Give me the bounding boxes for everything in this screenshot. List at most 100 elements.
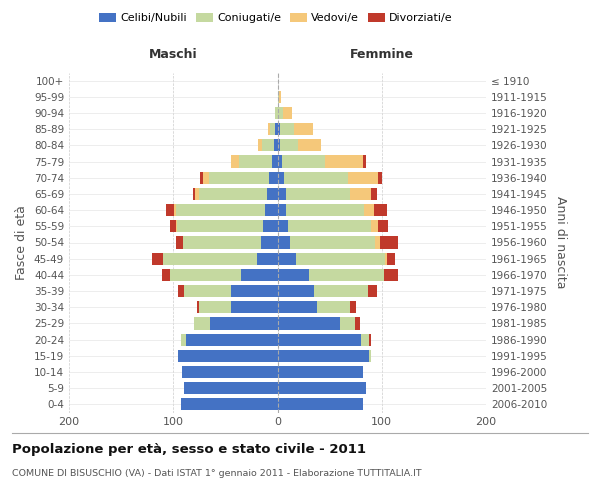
Bar	[176, 236, 182, 248]
Bar	[241, 269, 277, 281]
Bar	[269, 172, 277, 184]
Bar	[162, 269, 170, 281]
Bar	[195, 188, 199, 200]
Bar	[361, 334, 369, 345]
Bar	[277, 188, 286, 200]
Bar	[371, 188, 377, 200]
Bar	[314, 285, 368, 297]
Bar	[230, 301, 277, 314]
Bar	[277, 107, 283, 119]
Bar	[385, 252, 387, 265]
Bar	[277, 269, 309, 281]
Bar	[350, 188, 371, 200]
Bar	[298, 140, 321, 151]
Text: Popolazione per età, sesso e stato civile - 2011: Popolazione per età, sesso e stato civil…	[12, 442, 366, 456]
Bar	[181, 398, 277, 410]
Bar	[387, 252, 395, 265]
Bar	[277, 366, 363, 378]
Bar	[267, 188, 277, 200]
Bar	[262, 140, 274, 151]
Bar	[317, 301, 350, 314]
Bar	[272, 156, 277, 168]
Text: Femmine: Femmine	[350, 48, 414, 60]
Bar	[182, 366, 277, 378]
Bar	[277, 123, 280, 135]
Bar	[349, 172, 377, 184]
Bar	[257, 252, 277, 265]
Bar	[290, 236, 376, 248]
Bar	[369, 350, 371, 362]
Bar	[277, 220, 288, 232]
Bar	[210, 318, 277, 330]
Bar	[277, 252, 296, 265]
Bar	[170, 269, 241, 281]
Bar	[178, 285, 184, 297]
Bar	[277, 285, 314, 297]
Bar	[355, 318, 360, 330]
Bar	[197, 301, 199, 314]
Bar	[277, 318, 340, 330]
Bar	[178, 350, 277, 362]
Bar	[371, 220, 377, 232]
Bar	[152, 252, 163, 265]
Bar	[275, 123, 277, 135]
Bar	[186, 334, 277, 345]
Legend: Celibi/Nubili, Coniugati/e, Vedovi/e, Divorziati/e: Celibi/Nubili, Coniugati/e, Vedovi/e, Di…	[95, 8, 457, 28]
Bar	[239, 156, 272, 168]
Bar	[363, 156, 366, 168]
Bar	[257, 140, 262, 151]
Bar	[274, 140, 277, 151]
Bar	[280, 140, 298, 151]
Bar	[376, 236, 380, 248]
Bar	[261, 236, 277, 248]
Bar	[263, 220, 277, 232]
Bar	[176, 204, 265, 216]
Bar	[174, 204, 176, 216]
Bar	[277, 398, 363, 410]
Bar	[277, 382, 366, 394]
Bar	[340, 318, 355, 330]
Bar	[277, 334, 361, 345]
Bar	[200, 172, 203, 184]
Bar	[166, 204, 174, 216]
Bar	[296, 252, 385, 265]
Bar	[277, 204, 286, 216]
Bar	[277, 350, 369, 362]
Bar	[277, 301, 317, 314]
Bar	[275, 107, 277, 119]
Bar	[286, 188, 350, 200]
Bar	[281, 156, 325, 168]
Bar	[277, 140, 280, 151]
Bar	[230, 285, 277, 297]
Bar	[181, 334, 186, 345]
Bar	[369, 334, 371, 345]
Bar	[194, 318, 210, 330]
Bar	[184, 382, 277, 394]
Text: COMUNE DI BISUSCHIO (VA) - Dati ISTAT 1° gennaio 2011 - Elaborazione TUTTITALIA.: COMUNE DI BISUSCHIO (VA) - Dati ISTAT 1°…	[12, 468, 422, 477]
Bar	[309, 269, 384, 281]
Bar	[182, 236, 261, 248]
Bar	[325, 156, 363, 168]
Bar	[286, 204, 364, 216]
Bar	[199, 301, 230, 314]
Bar	[278, 90, 281, 103]
Bar	[178, 220, 263, 232]
Bar	[284, 172, 349, 184]
Bar	[265, 204, 277, 216]
Bar	[277, 90, 278, 103]
Bar	[193, 188, 195, 200]
Bar	[209, 172, 269, 184]
Bar	[377, 220, 388, 232]
Bar	[384, 269, 398, 281]
Bar	[277, 156, 281, 168]
Text: Maschi: Maschi	[149, 48, 197, 60]
Bar	[350, 301, 356, 314]
Bar	[377, 172, 382, 184]
Bar	[380, 236, 398, 248]
Bar	[268, 123, 270, 135]
Bar	[283, 107, 292, 119]
Bar	[176, 220, 178, 232]
Bar	[368, 285, 377, 297]
Bar	[364, 204, 374, 216]
Bar	[170, 220, 176, 232]
